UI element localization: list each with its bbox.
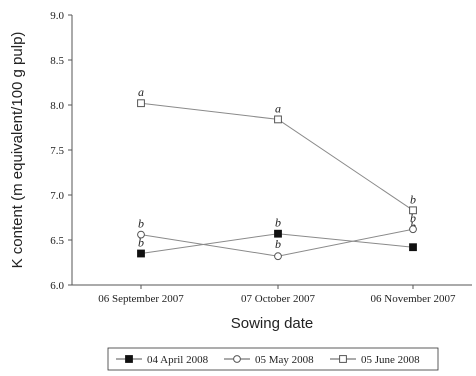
y-tick-label: 8.5 xyxy=(50,55,64,67)
y-tick-label: 6.5 xyxy=(50,235,64,247)
significance-label: b xyxy=(138,217,144,231)
series-marker xyxy=(409,206,417,215)
y-axis-ticks: 6.0 6.5 7.0 7.5 8.0 8.5 9.0 xyxy=(50,10,72,292)
series-marker xyxy=(409,225,417,234)
series-marker xyxy=(409,243,417,252)
significance-label: b xyxy=(275,216,281,230)
legend-marker xyxy=(125,355,133,363)
significance-label: b xyxy=(410,192,416,206)
x-tick-label: 06 November 2007 xyxy=(371,293,456,305)
legend-marker xyxy=(233,355,241,363)
y-tick-label: 7.0 xyxy=(50,190,64,202)
series-marker xyxy=(274,115,282,124)
significance-label: b xyxy=(138,236,144,250)
x-tick-label: 06 September 2007 xyxy=(98,293,184,305)
legend-label: 05 June 2008 xyxy=(361,354,420,366)
legend: 04 April 2008 05 May 2008 05 June 2008 xyxy=(107,347,439,371)
significance-label: a xyxy=(275,101,281,115)
x-axis-title: Sowing date xyxy=(231,315,314,332)
y-axis-title: K content (m equivalent/100 g pulp) xyxy=(9,32,26,269)
series-marker xyxy=(274,229,282,238)
y-tick-label: 9.0 xyxy=(50,10,64,22)
significance-labels: bbbbbbaab xyxy=(138,85,416,251)
significance-label: b xyxy=(410,211,416,225)
series-marker xyxy=(137,249,145,258)
x-axis-ticks: 06 September 2007 07 October 2007 06 Novem… xyxy=(98,285,456,305)
y-tick-label: 6.0 xyxy=(50,280,64,292)
legend-box xyxy=(107,347,439,371)
series-markers xyxy=(137,99,417,261)
series-marker xyxy=(137,230,145,239)
legend-label: 04 April 2008 xyxy=(147,354,209,366)
series-marker xyxy=(137,99,145,108)
legend-label: 05 May 2008 xyxy=(255,354,314,366)
x-tick-label: 07 October 2007 xyxy=(241,293,315,305)
significance-label: a xyxy=(138,85,144,99)
series-marker xyxy=(274,252,282,261)
significance-label: b xyxy=(275,237,281,251)
y-tick-label: 7.5 xyxy=(50,145,64,157)
legend-marker xyxy=(339,355,347,363)
y-tick-label: 8.0 xyxy=(50,100,64,112)
